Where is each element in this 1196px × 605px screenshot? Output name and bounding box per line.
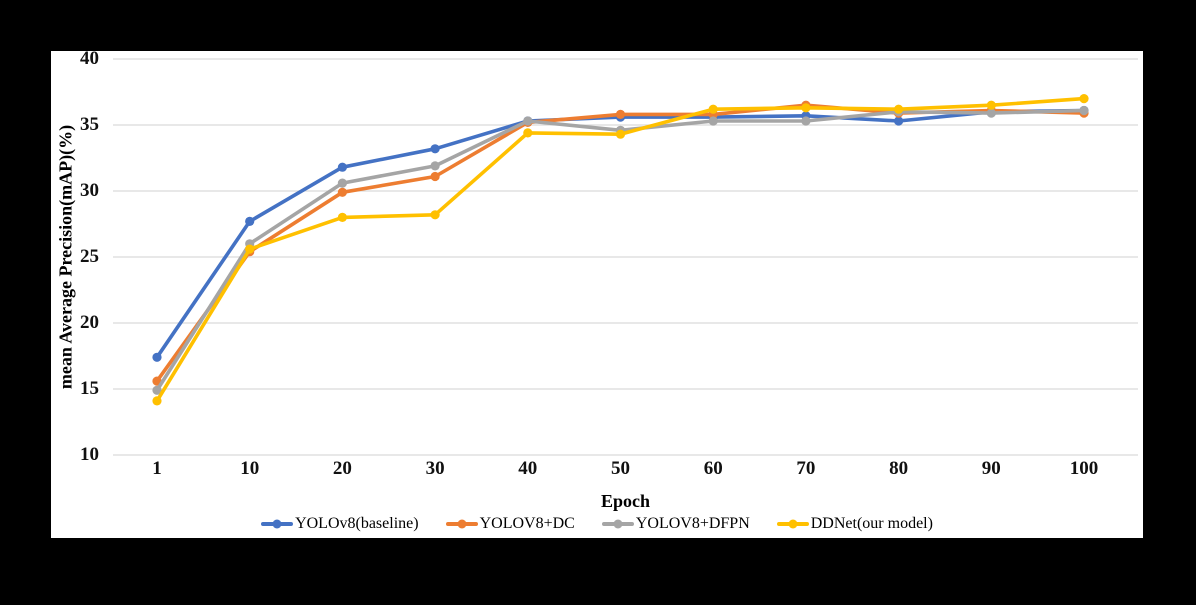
- data-point: [986, 100, 996, 110]
- data-point: [337, 212, 347, 222]
- x-tick-label: 1: [152, 458, 162, 479]
- data-point: [894, 104, 904, 114]
- data-point: [615, 129, 626, 139]
- x-tick-label: 50: [611, 458, 630, 479]
- legend-label: YOLOV8+DFPN: [635, 515, 750, 532]
- y-tick-label: 40: [80, 48, 99, 69]
- x-tick-label: 30: [425, 458, 445, 479]
- data-point: [337, 187, 347, 197]
- series-line: [155, 108, 1086, 393]
- series-line: [155, 96, 1086, 403]
- data-point: [708, 104, 718, 114]
- legend-label: YOLOv8(baseline): [295, 515, 419, 532]
- x-tick-label: 40: [518, 458, 538, 479]
- legend-label: YOLOV8+DC: [479, 515, 575, 532]
- data-point: [337, 162, 347, 172]
- data-point: [1079, 105, 1089, 116]
- data-point: [523, 128, 533, 138]
- data-point: [245, 216, 255, 226]
- legend-item: DDNet(our model): [776, 515, 933, 533]
- x-tick-label: 20: [332, 458, 352, 479]
- legend-line-marker-icon: [261, 519, 294, 529]
- series-line: [155, 103, 1086, 383]
- x-tick-label: 60: [703, 458, 723, 479]
- data-point: [986, 108, 996, 118]
- legend-item: YOLOV8+DFPN: [601, 515, 750, 533]
- data-point: [430, 210, 440, 220]
- y-tick-label: 15: [80, 378, 99, 399]
- y-tick-label: 10: [80, 444, 99, 465]
- data-point: [430, 144, 440, 154]
- data-point: [245, 244, 255, 254]
- chart-legend: YOLOv8(baseline) YOLOV8+DC YOLOV8+DFPN DDNe…: [51, 515, 1143, 533]
- legend-label: DDNet(our model): [810, 515, 933, 532]
- data-point: [337, 178, 347, 188]
- legend-line-marker-icon: [601, 519, 634, 529]
- data-point: [1079, 94, 1089, 104]
- legend-item: YOLOv8(baseline): [261, 515, 419, 533]
- data-point: [430, 171, 440, 182]
- x-axis-label: Epoch: [600, 491, 651, 511]
- chart-panel: mean Average Precision(mAP)(%) 10 15 20 25 3…: [51, 48, 1143, 538]
- data-point: [801, 103, 811, 113]
- y-tick-label: 20: [80, 312, 99, 333]
- data-point: [152, 385, 162, 395]
- data-point: [894, 116, 904, 126]
- line-chart: [113, 58, 1138, 456]
- legend-item: YOLOV8+DC: [445, 515, 575, 533]
- y-tick-label: 35: [80, 114, 99, 135]
- data-point: [708, 116, 718, 126]
- data-point: [801, 116, 811, 126]
- x-tick-label: 90: [981, 458, 1001, 479]
- data-point: [430, 161, 440, 171]
- legend-line-marker-icon: [776, 519, 809, 529]
- x-tick-label: 70: [796, 458, 816, 479]
- data-point: [523, 116, 533, 126]
- y-tick-label: 30: [80, 180, 99, 201]
- data-point: [615, 109, 626, 119]
- x-tick-label: 10: [240, 458, 260, 479]
- x-tick-label: 80: [889, 458, 909, 479]
- data-point: [152, 352, 162, 362]
- x-tick-label: 100: [1069, 458, 1099, 479]
- legend-line-marker-icon: [445, 519, 478, 529]
- data-point: [152, 396, 162, 406]
- y-tick-label: 25: [80, 246, 99, 267]
